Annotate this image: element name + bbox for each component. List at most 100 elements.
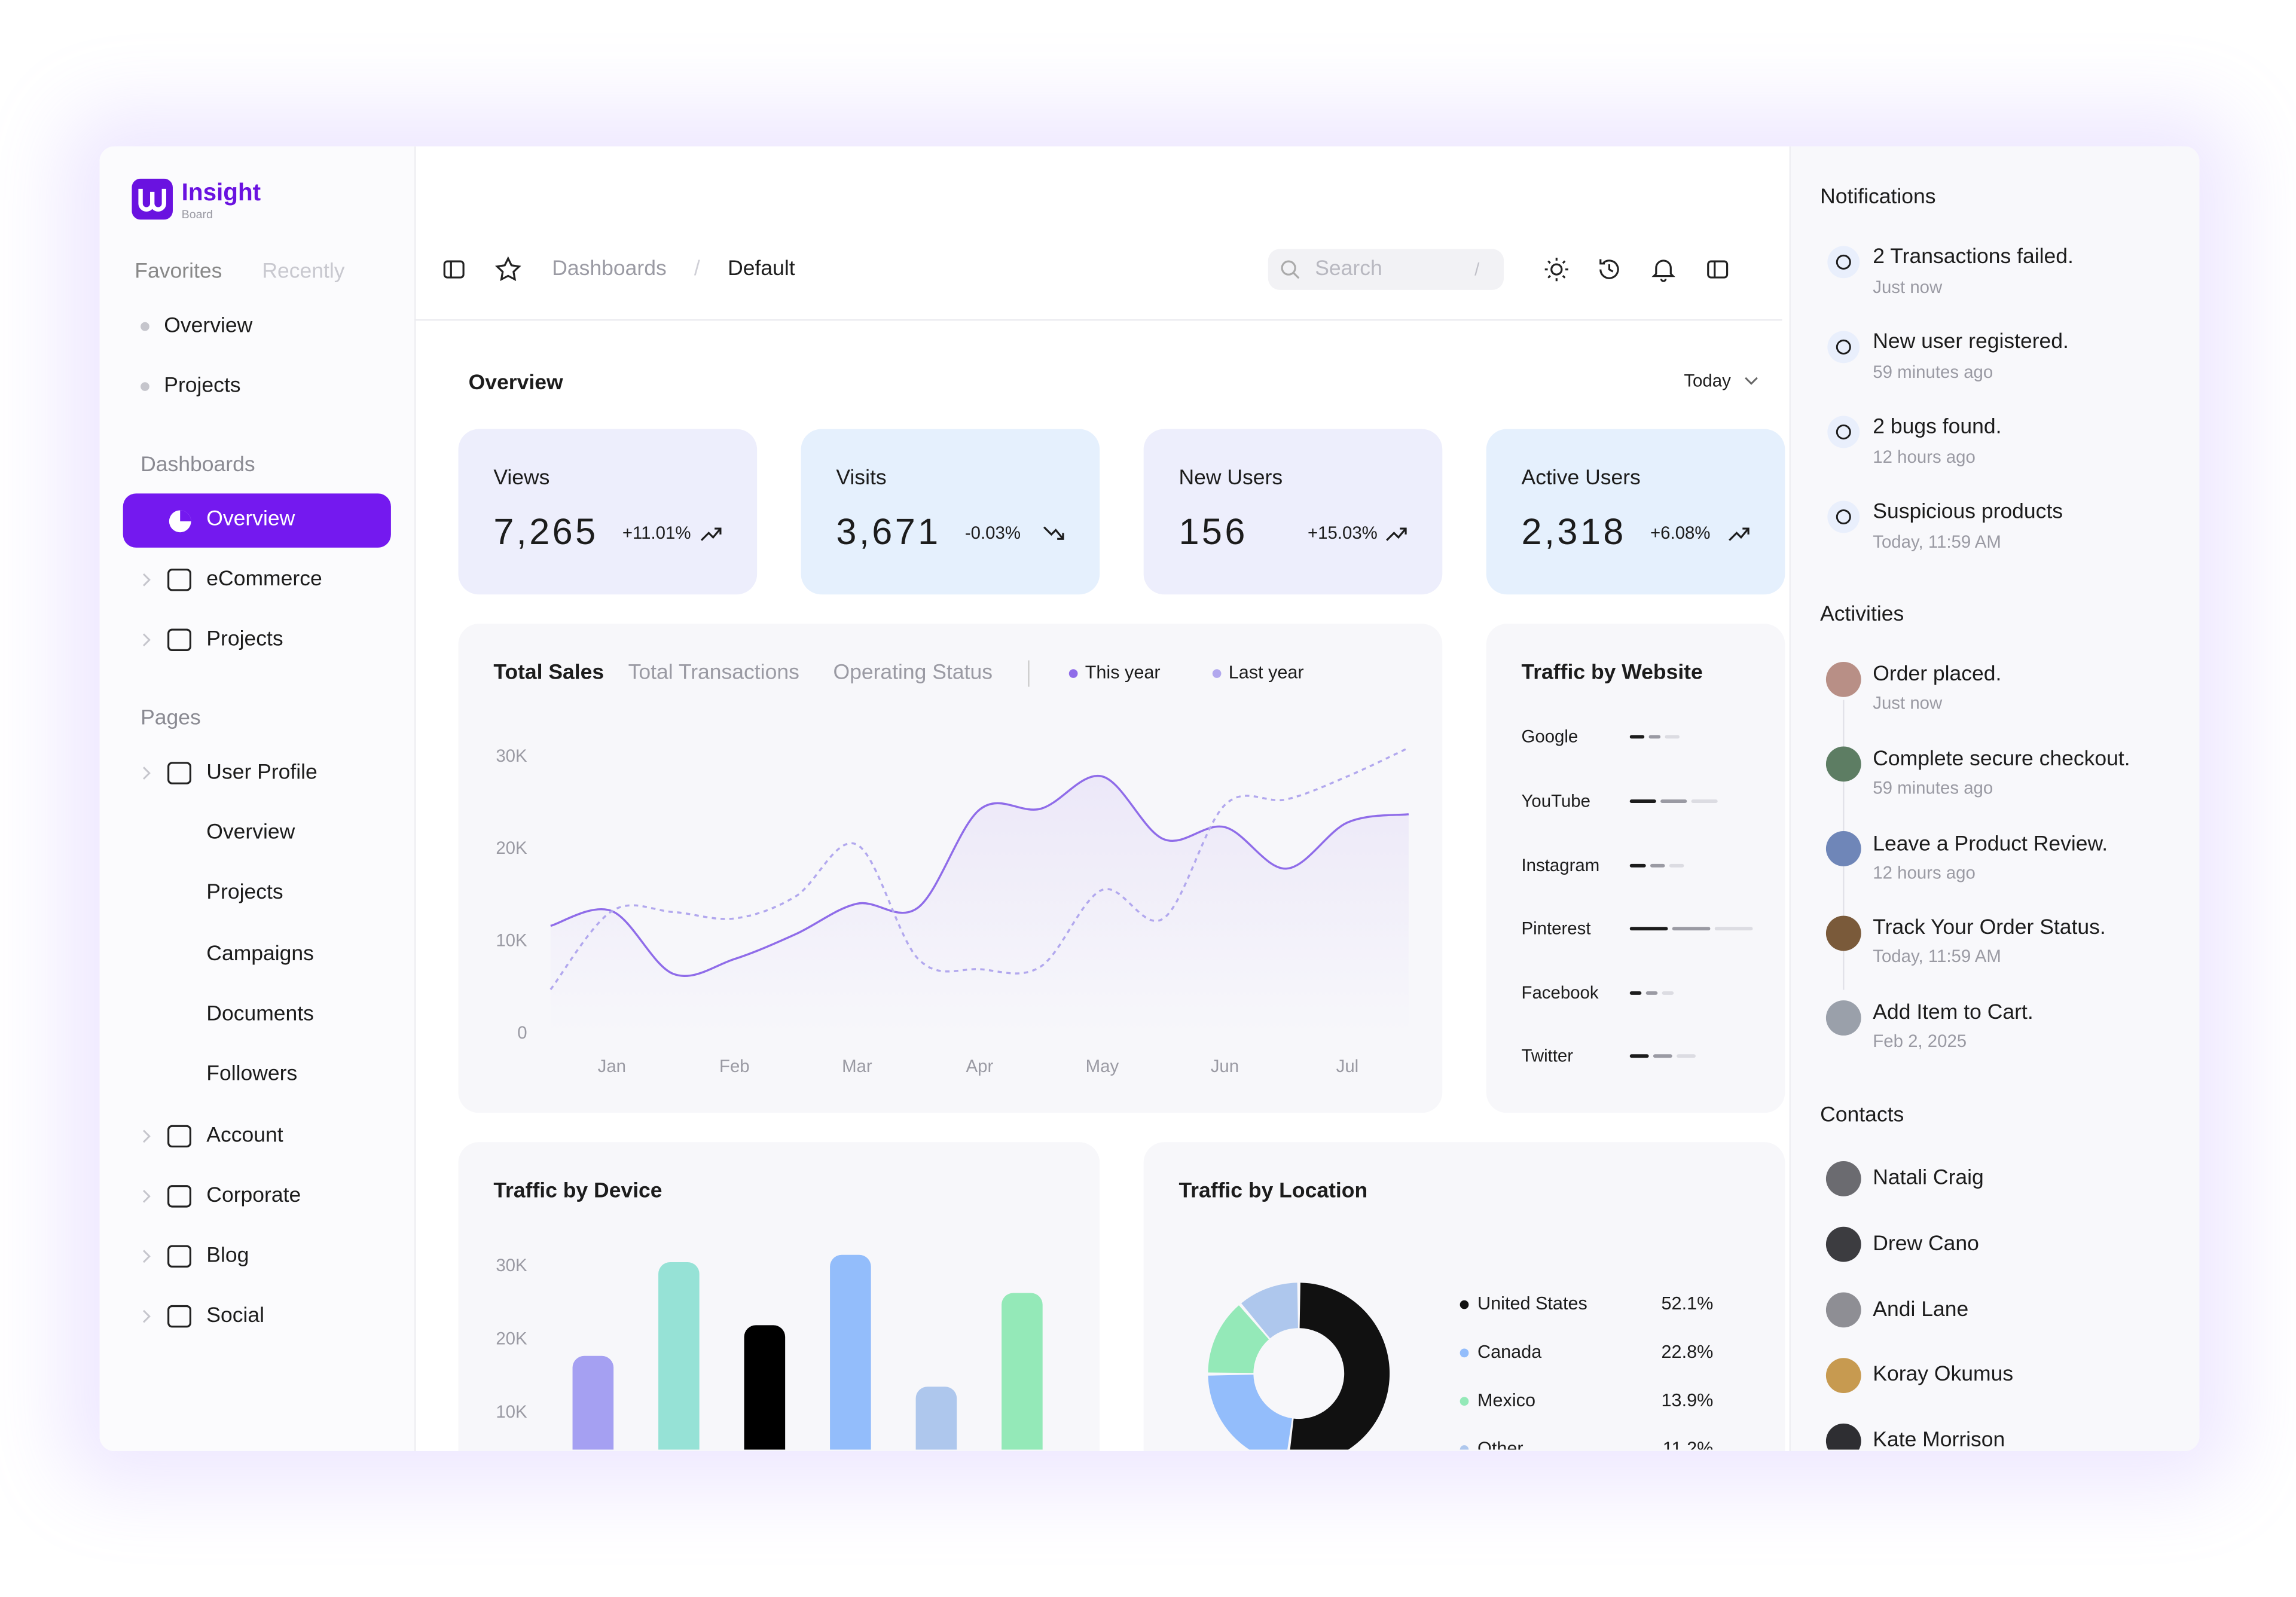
site-name[interactable]: Google <box>1521 726 1578 747</box>
site-bar <box>1669 863 1684 868</box>
icon[interactable] <box>1596 257 1622 283</box>
stat-label: Views <box>493 466 550 490</box>
activity-time: 59 minutes ago <box>1873 777 1993 798</box>
search-placeholder: Search <box>1315 257 1382 281</box>
value-label: 52.1% <box>1662 1293 1714 1314</box>
activity-text[interactable]: Track Your Order Status. <box>1873 917 2106 941</box>
chart-tab[interactable]: Operating Status <box>833 661 993 685</box>
shortcut: / <box>1474 259 1480 280</box>
nav-item[interactable]: Blog <box>206 1244 249 1268</box>
contact-name[interactable]: Natali Craig <box>1873 1167 1984 1190</box>
brand-tagline: Board <box>181 207 213 221</box>
icon[interactable] <box>1543 257 1570 283</box>
avatar <box>1825 1423 1861 1450</box>
legend-dot <box>1460 1300 1469 1309</box>
breadcrumb[interactable]: Dashboards <box>552 257 667 281</box>
nav-item[interactable]: Followers <box>206 1062 298 1086</box>
divider <box>1028 660 1030 687</box>
tab[interactable]: Favorites <box>135 260 222 284</box>
notification-icon <box>1827 331 1860 364</box>
activity-text[interactable]: Add Item to Cart. <box>1873 1001 2034 1025</box>
avatar <box>1825 1292 1861 1328</box>
activity-time: 12 hours ago <box>1873 862 1976 883</box>
chart-tab[interactable]: Total Transactions <box>628 661 799 685</box>
site-bar <box>1677 1054 1696 1058</box>
x-tick-label: Jul <box>1336 1056 1359 1076</box>
stat-change: +11.01% <box>622 523 691 543</box>
icon <box>167 569 191 591</box>
contact-name[interactable]: Kate Morrison <box>1873 1429 2005 1451</box>
notification-time: Just now <box>1873 276 1943 298</box>
contact-name[interactable]: Koray Okumus <box>1873 1363 2014 1387</box>
contact-name[interactable]: Andi Lane <box>1873 1297 1969 1321</box>
chevron <box>142 1129 151 1143</box>
chevron <box>142 1309 151 1323</box>
panel-heading: Notifications <box>1820 185 1936 209</box>
site-name[interactable]: Pinterest <box>1521 918 1591 939</box>
bar <box>744 1325 786 1450</box>
y-tick-label: 20K <box>496 1329 527 1349</box>
site-name[interactable]: Instagram <box>1521 855 1600 876</box>
nav-item[interactable]: Projects <box>206 628 283 652</box>
nav-item[interactable]: Documents <box>206 1002 314 1027</box>
value-label: 11.2% <box>1663 1439 1714 1451</box>
site-name[interactable]: YouTube <box>1521 790 1590 811</box>
trend-icon <box>700 527 722 541</box>
notification-icon-glyph <box>1836 509 1851 524</box>
nav-item[interactable]: Campaigns <box>206 942 314 966</box>
legend-label: Canada <box>1477 1342 1542 1362</box>
site-name[interactable]: Twitter <box>1521 1045 1574 1066</box>
donut-segment <box>1208 1374 1292 1450</box>
charts: 0 10K 20K 30K Jan Feb Mar Apr May Jun Jul This year… <box>142 246 1861 1451</box>
x-tick-label: Jan <box>598 1056 626 1076</box>
bar <box>658 1262 700 1450</box>
nav-item[interactable]: Projects <box>164 374 241 398</box>
icon[interactable] <box>442 258 466 281</box>
legend-dot <box>1212 669 1222 678</box>
legend-dot <box>1068 669 1078 678</box>
icon[interactable] <box>494 256 521 283</box>
nav-item[interactable]: User Profile <box>206 761 317 785</box>
activity-text[interactable]: Complete secure checkout. <box>1873 747 2130 771</box>
notification-text[interactable]: Suspicious products <box>1873 500 2063 524</box>
site-bar <box>1629 863 1646 868</box>
nav-item[interactable]: Corporate <box>206 1184 301 1208</box>
notification-text[interactable]: New user registered. <box>1873 330 2069 355</box>
dot <box>141 322 149 331</box>
stat-change: +6.08% <box>1650 523 1711 543</box>
chart-tab[interactable]: Total Sales <box>493 661 604 685</box>
nav-item[interactable]: Overview <box>164 314 253 338</box>
nav-item[interactable]: Account <box>206 1124 283 1148</box>
notification-text[interactable]: 2 Transactions failed. <box>1873 245 2074 270</box>
icon <box>167 1185 191 1208</box>
icon <box>1281 260 1300 279</box>
stat-value: 156 <box>1178 511 1248 553</box>
legend-label: Other <box>1477 1439 1523 1451</box>
notification-text[interactable]: 2 bugs found. <box>1873 415 2002 439</box>
breadcrumb[interactable]: Default <box>728 257 795 281</box>
nav-item[interactable]: Projects <box>206 881 283 905</box>
activity-text[interactable]: Leave a Product Review. <box>1873 832 2108 856</box>
icon <box>167 762 191 784</box>
site-name[interactable]: Facebook <box>1521 982 1599 1003</box>
y-tick-label: 10K <box>496 930 527 950</box>
nav-item[interactable]: Overview <box>206 821 295 845</box>
notification-icon-glyph <box>1836 339 1851 355</box>
search-box[interactable] <box>1268 249 1504 290</box>
nav-item[interactable]: Social <box>206 1304 265 1328</box>
icon[interactable] <box>1706 258 1729 281</box>
value-label: 13.9% <box>1662 1390 1714 1410</box>
range-select[interactable]: Today <box>1684 370 1731 391</box>
activity-text[interactable]: Order placed. <box>1873 662 2002 686</box>
nav-item[interactable]: Overview <box>206 508 295 532</box>
stat-change: +15.03% <box>1307 523 1378 543</box>
icon[interactable] <box>1650 257 1677 283</box>
stat-card <box>458 429 758 595</box>
breadcrumb-separator: / <box>694 257 700 281</box>
nav-item[interactable]: eCommerce <box>206 567 322 591</box>
contact-name[interactable]: Drew Cano <box>1873 1232 1979 1256</box>
chevron <box>142 633 151 647</box>
site-bar <box>1629 927 1668 931</box>
tab[interactable]: Recently <box>262 260 345 284</box>
